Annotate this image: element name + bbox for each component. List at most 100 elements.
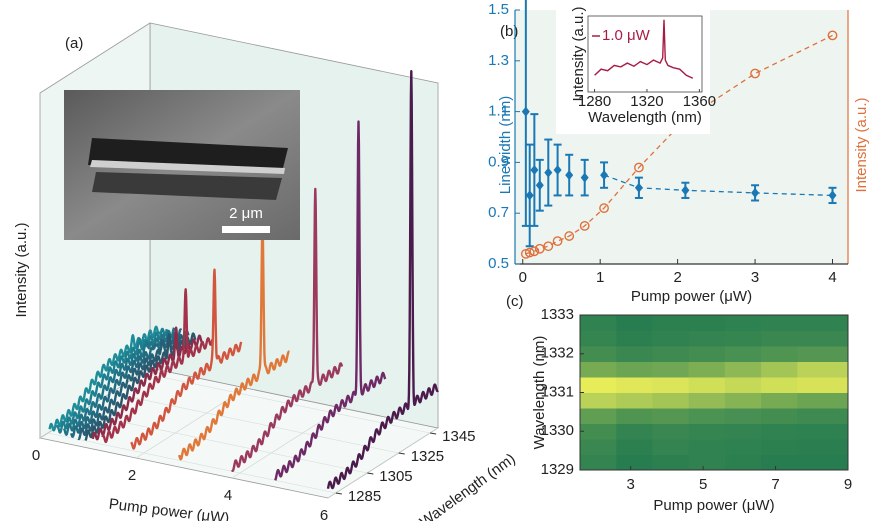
heatmap-cell xyxy=(724,408,762,424)
heatmap-cell xyxy=(797,423,849,440)
heatmap-cell xyxy=(797,346,849,362)
heatmap-cell xyxy=(724,315,762,331)
heatmap-cell xyxy=(652,439,690,455)
legend-label: 1.0 μW xyxy=(602,27,651,44)
marker xyxy=(600,170,609,181)
y-tick-label: 0.5 xyxy=(488,255,509,272)
scale-bar xyxy=(222,226,270,233)
heatmap-cell xyxy=(688,454,726,471)
marker xyxy=(524,247,535,258)
z-tick-label: 1345 xyxy=(442,428,475,445)
heatmap-cell xyxy=(580,454,617,471)
heatmap-cell xyxy=(724,361,762,378)
x-tick-label: 6 xyxy=(320,507,328,521)
heatmap-cell xyxy=(688,377,726,393)
x-tick-label: 1 xyxy=(596,269,604,286)
heatmap-cell xyxy=(797,454,849,471)
heatmap-cell xyxy=(580,315,617,331)
y2-axis-title: Intensity (a.u.) xyxy=(853,97,870,192)
x-tick-label: 7 xyxy=(771,476,779,493)
spectrum-line xyxy=(594,19,694,79)
z-tick-label: 1325 xyxy=(411,448,444,465)
heatmap-cell xyxy=(616,330,653,347)
heatmap-cell xyxy=(652,377,690,393)
heatmap-cell xyxy=(616,377,653,393)
heatmap-cell xyxy=(724,346,762,362)
heatmap-cell xyxy=(724,377,762,393)
marker xyxy=(580,172,589,183)
y-tick-label: 0.7 xyxy=(488,204,509,221)
z-tick-label: 1285 xyxy=(348,488,381,505)
y-tick-label: 1330 xyxy=(541,422,574,439)
heatmap-cell xyxy=(761,439,798,455)
marker xyxy=(750,68,760,79)
heatmap-cell xyxy=(652,346,690,362)
heatmap-cell xyxy=(688,439,726,455)
y-tick-label: 1332 xyxy=(541,345,574,362)
y-tick-label: 1331 xyxy=(541,383,574,400)
y-tick-label: 1.5 xyxy=(488,1,509,18)
x-axis-title: Pump power (μW) xyxy=(631,288,752,305)
x-tick-label: 0 xyxy=(519,269,527,286)
marker xyxy=(529,246,540,257)
y-tick-label: 1329 xyxy=(541,461,574,478)
marker xyxy=(543,241,554,252)
heatmap-cell xyxy=(616,454,653,471)
heatmap-cell xyxy=(580,423,617,440)
y-tick-label: 1333 xyxy=(541,306,574,323)
heatmap-cell xyxy=(616,439,653,455)
heatmap-cell xyxy=(724,330,762,347)
heatmap-cell xyxy=(616,361,653,378)
marker xyxy=(681,185,690,196)
heatmap-cell xyxy=(580,377,617,393)
y-tick-label: 0.9 xyxy=(488,153,509,170)
z-tick-label: 1305 xyxy=(379,468,412,485)
heatmap-cell xyxy=(616,392,653,409)
panel-label: (a) xyxy=(65,35,83,52)
spectrum xyxy=(62,327,176,436)
heatmap-cell xyxy=(580,361,617,378)
heatmap-cell xyxy=(797,392,849,409)
heatmap-cell xyxy=(724,454,762,471)
heatmap-cell xyxy=(724,392,762,409)
marker xyxy=(553,165,562,175)
spectrum xyxy=(101,288,214,444)
inset-frame xyxy=(587,15,703,93)
heatmap-cell xyxy=(724,439,762,455)
heatmap-cell xyxy=(761,377,798,393)
marker xyxy=(534,243,545,254)
grid-line xyxy=(79,412,368,474)
y-axis-title: Wavelength (nm) xyxy=(531,336,548,450)
y-tick-label: 1.1 xyxy=(488,103,509,120)
marker xyxy=(634,182,643,193)
heatmap-cell xyxy=(652,408,690,424)
y-tick-label: 1.3 xyxy=(488,52,509,69)
heatmap-cell xyxy=(616,408,653,424)
x-tick-label: 4 xyxy=(224,487,232,504)
x-tick-label: 9 xyxy=(844,476,852,493)
panel-label: (c) xyxy=(506,293,524,310)
tick-mark xyxy=(367,472,374,475)
tick-mark xyxy=(335,492,342,495)
heatmap-cell xyxy=(797,361,849,378)
heatmap-cell xyxy=(652,392,690,409)
y-axis-title: Intensity (a.u.) xyxy=(13,222,30,317)
marker xyxy=(564,231,575,241)
spectrum xyxy=(178,221,290,461)
x-tick-label: 3 xyxy=(751,269,759,286)
x-axis-title: Pump power (μW) xyxy=(653,497,774,514)
panel-label: (b) xyxy=(500,23,518,40)
marker xyxy=(828,190,837,201)
heatmap-cell xyxy=(724,423,762,440)
marker xyxy=(579,220,590,231)
x-tick-label: 1360 xyxy=(683,93,716,110)
y-axis-title: Linewidth (nm) xyxy=(497,96,514,194)
heatmap-cell xyxy=(688,392,726,409)
marker xyxy=(521,106,530,117)
heatmap-cell xyxy=(797,408,849,424)
marker xyxy=(530,165,539,175)
heatmap-cell xyxy=(652,423,690,440)
heatmap-cell xyxy=(616,346,653,362)
x-tick-label: 5 xyxy=(699,476,707,493)
